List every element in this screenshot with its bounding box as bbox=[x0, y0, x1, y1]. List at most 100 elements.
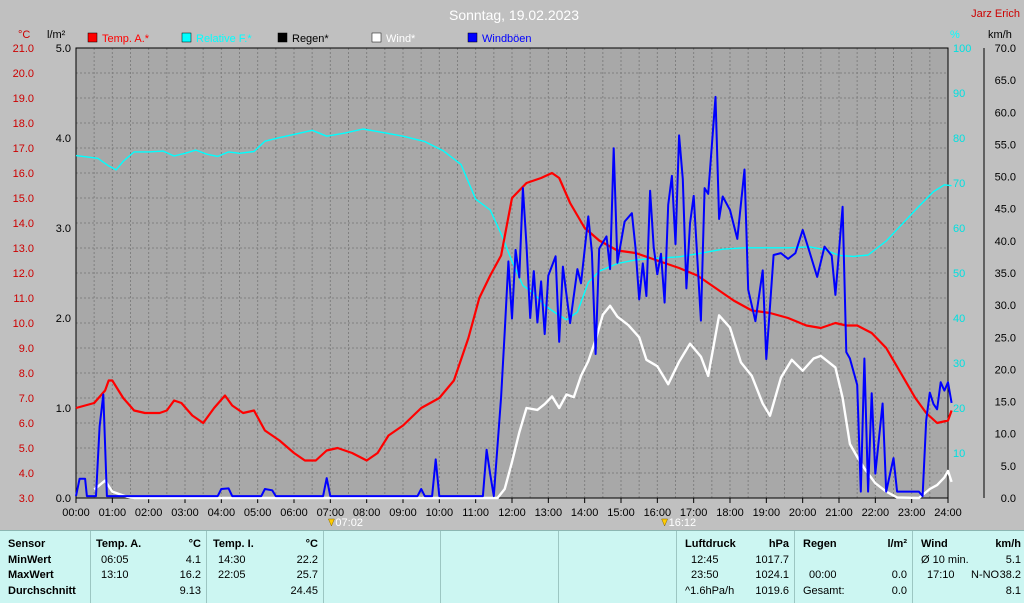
wind-unit-label: km/h bbox=[988, 29, 1012, 41]
wind-tick-label: 20.0 bbox=[995, 364, 1016, 376]
luftdruck-trend: ^1.6hPa/h bbox=[685, 585, 735, 597]
temp-tick-label: 16.0 bbox=[13, 168, 34, 180]
luftdruck-max-value: 1024.1 bbox=[755, 569, 789, 581]
wind-tick-label: 55.0 bbox=[995, 139, 1016, 151]
rain-tick-label: 4.0 bbox=[56, 133, 71, 145]
time-tick-label: 16:00 bbox=[644, 507, 672, 519]
time-tick-label: 07:00 bbox=[317, 507, 345, 519]
empty-column-1 bbox=[323, 531, 441, 603]
time-tick-label: 06:00 bbox=[280, 507, 308, 519]
wind-tick-label: 60.0 bbox=[995, 107, 1016, 119]
temp-tick-label: 14.0 bbox=[13, 218, 34, 230]
luftdruck-header: Luftdruck bbox=[685, 538, 736, 550]
regen-max-value: 0.0 bbox=[891, 569, 907, 581]
temp-a-max-time: 13:10 bbox=[101, 569, 129, 581]
temp-a-avg-value: 9.13 bbox=[179, 585, 201, 597]
regen-column: Regen l/m² 00:00 0.0 Gesamt: 0.0 bbox=[794, 531, 913, 603]
wind-tick-label: 45.0 bbox=[995, 204, 1016, 216]
time-tick-label: 08:00 bbox=[353, 507, 381, 519]
rain-unit-label: l/m² bbox=[47, 29, 66, 41]
time-tick-label: 20:00 bbox=[789, 507, 817, 519]
regen-total-label: Gesamt: bbox=[803, 585, 845, 597]
empty-column-2 bbox=[440, 531, 559, 603]
row-label-avg: Durchschnitt bbox=[8, 585, 76, 597]
wind-tick-label: 40.0 bbox=[995, 236, 1016, 248]
luftdruck-min-time: 12:45 bbox=[691, 554, 719, 566]
temp-a-min-time: 06:05 bbox=[101, 554, 129, 566]
time-tick-label: 13:00 bbox=[535, 507, 563, 519]
temp-a-max-value: 16.2 bbox=[179, 569, 201, 581]
temp-tick-label: 5.0 bbox=[19, 443, 34, 455]
temp-tick-label: 18.0 bbox=[13, 118, 34, 130]
wind-max-direction: N-NO bbox=[971, 569, 1000, 581]
time-tick-label: 03:00 bbox=[171, 507, 199, 519]
statistics-panel: Sensor MinWert MaxWert Durchschnitt Temp… bbox=[0, 530, 1024, 603]
time-tick-label: 00:00 bbox=[62, 507, 90, 519]
sun-marker-label: 16:12 bbox=[669, 517, 697, 529]
wind-tick-label: 65.0 bbox=[995, 75, 1016, 87]
humidity-tick-label: 20 bbox=[953, 403, 965, 415]
temp-tick-label: 17.0 bbox=[13, 143, 34, 155]
temp-tick-label: 21.0 bbox=[13, 43, 34, 55]
humidity-tick-label: 50 bbox=[953, 268, 965, 280]
sun-markers: 07:02 16:12 bbox=[328, 517, 696, 529]
temp-a-header: Temp. A. bbox=[96, 538, 142, 550]
wind-max-value: 38.2 bbox=[999, 569, 1021, 581]
rain-tick-label: 2.0 bbox=[56, 313, 71, 325]
temp-i-max-value: 25.7 bbox=[296, 569, 318, 581]
plot-frame bbox=[75, 47, 949, 499]
regen-unit: l/m² bbox=[887, 538, 907, 550]
temp-i-avg-value: 24.45 bbox=[290, 585, 318, 597]
wind-avg10-label: Ø 10 min. bbox=[921, 554, 969, 566]
time-tick-label: 21:00 bbox=[825, 507, 853, 519]
regen-total-value: 0.0 bbox=[891, 585, 907, 597]
wind-tick-label: 50.0 bbox=[995, 172, 1016, 184]
time-tick-label: 23:00 bbox=[898, 507, 926, 519]
temp-i-min-time: 14:30 bbox=[218, 554, 246, 566]
wind-header: Wind bbox=[921, 538, 948, 550]
wind-tick-label: 30.0 bbox=[995, 300, 1016, 312]
wind-tick-label: 25.0 bbox=[995, 332, 1016, 344]
sensor-header: Sensor bbox=[8, 538, 46, 550]
time-tick-label: 18:00 bbox=[716, 507, 744, 519]
temp-tick-label: 7.0 bbox=[19, 393, 34, 405]
wind-tick-label: 5.0 bbox=[1001, 461, 1016, 473]
temp-tick-label: 4.0 bbox=[19, 468, 34, 480]
temp-tick-label: 9.0 bbox=[19, 343, 34, 355]
legend-label: Relative F.* bbox=[196, 33, 252, 45]
time-tick-label: 05:00 bbox=[244, 507, 272, 519]
time-tick-label: 19:00 bbox=[753, 507, 781, 519]
legend-label: Wind* bbox=[386, 33, 416, 45]
luftdruck-unit: hPa bbox=[768, 538, 789, 550]
humidity-tick-label: 40 bbox=[953, 313, 965, 325]
temp-a-unit: °C bbox=[188, 538, 201, 550]
wind-tick-label: 70.0 bbox=[995, 43, 1016, 55]
temp-a-min-value: 4.1 bbox=[185, 554, 201, 566]
grid bbox=[76, 48, 948, 498]
humidity-tick-label: 60 bbox=[953, 223, 965, 235]
sun-marker-label: 07:02 bbox=[335, 517, 363, 529]
luftdruck-max-time: 23:50 bbox=[691, 569, 719, 581]
temp-tick-label: 15.0 bbox=[13, 193, 34, 205]
time-tick-label: 09:00 bbox=[389, 507, 417, 519]
temp-i-unit: °C bbox=[305, 538, 318, 550]
time-tick-label: 14:00 bbox=[571, 507, 599, 519]
time-tick-label: 12:00 bbox=[498, 507, 526, 519]
temp-tick-label: 12.0 bbox=[13, 268, 34, 280]
rain-tick-label: 5.0 bbox=[56, 43, 71, 55]
series-line-relative-f bbox=[75, 128, 952, 321]
temp-tick-label: 11.0 bbox=[13, 293, 34, 305]
sun-marker-icon bbox=[661, 518, 668, 527]
humidity-tick-label: 30 bbox=[953, 358, 965, 370]
author-label: Jarz Erich bbox=[971, 8, 1020, 20]
wind-tick-label: 35.0 bbox=[995, 268, 1016, 280]
temp-tick-label: 3.0 bbox=[19, 493, 34, 505]
temp-tick-label: 8.0 bbox=[19, 368, 34, 380]
wind-tick-label: 0.0 bbox=[1001, 493, 1016, 505]
wind-max-time: 17:10 bbox=[927, 569, 955, 581]
humidity-unit-label: % bbox=[950, 29, 960, 41]
temp-i-header: Temp. I. bbox=[213, 538, 254, 550]
wind-unit: km/h bbox=[995, 538, 1021, 550]
humidity-tick-label: 100 bbox=[953, 43, 971, 55]
humidity-tick-label: 10 bbox=[953, 448, 965, 460]
